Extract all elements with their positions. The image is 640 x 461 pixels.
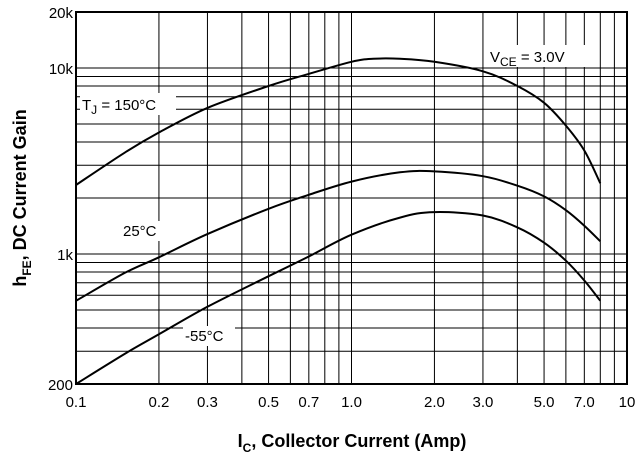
condition-label-bg [488,45,592,67]
series-label-minus55c: -55°C [185,328,224,345]
series-label-bg-150 [80,93,176,115]
series-label-150c: TJ = 150°C [82,97,156,117]
plot-frame [75,11,628,385]
grid [75,11,628,385]
y-tick-label: 200 [48,377,73,394]
y-tick-label: 1k [57,247,73,264]
series-line [75,211,602,385]
x-tick-label: 0.2 [149,394,170,411]
x-tick-label: 1.0 [341,394,362,411]
x-tick-label: 0.5 [258,394,279,411]
x-tick-label: 7.0 [574,394,595,411]
curves [75,57,602,385]
x-tick-label: 5.0 [534,394,555,411]
series-line [75,169,601,302]
series-label-bg-minus55 [183,326,235,346]
series-label-bg-25 [121,221,169,241]
x-tick-label: 2.0 [424,394,445,411]
x-tick-labels: 0.1 0.2 0.3 0.5 0.7 1.0 2.0 3.0 5.0 7.0 10 [66,394,636,411]
x-tick-label: 3.0 [473,394,494,411]
series-label-25c: 25°C [123,223,157,240]
y-tick-label: 10k [49,61,74,78]
y-axis-title: hFE, DC Current Gain [10,109,34,286]
x-tick-label: 0.7 [298,394,319,411]
y-tick-label: 20k [49,5,74,22]
x-tick-label: 10 [619,394,636,411]
series-line [75,57,602,186]
y-tick-labels: 200 1k 10k 20k [48,5,74,394]
condition-label: VCE = 3.0V [490,49,565,69]
x-tick-label: 0.3 [197,394,218,411]
x-axis-title: IC, Collector Current (Amp) [238,431,467,455]
x-tick-label: 0.1 [66,394,87,411]
